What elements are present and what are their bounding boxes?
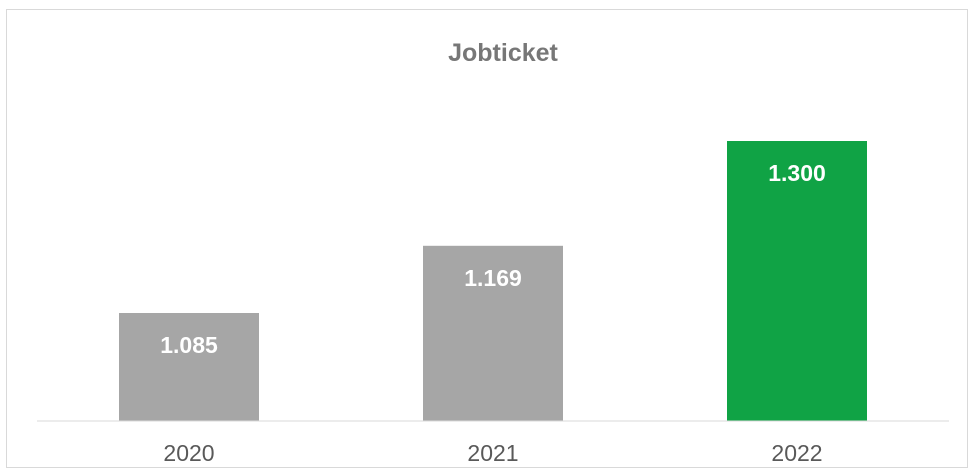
data-label-2022: 1.300 <box>768 160 826 186</box>
bar-2022 <box>727 141 867 421</box>
bar-2021 <box>423 245 563 421</box>
x-tick-labels-group: 2020 2021 2022 <box>163 440 822 466</box>
bars-group <box>119 141 867 421</box>
data-labels-group: 1.085 1.169 1.300 <box>160 160 826 358</box>
data-label-2020: 1.085 <box>160 332 218 358</box>
x-tick-label-2021: 2021 <box>467 440 518 466</box>
x-tick-label-2020: 2020 <box>163 440 214 466</box>
data-label-2021: 1.169 <box>464 265 522 291</box>
chart-title: Jobticket <box>448 39 558 67</box>
bar-2020 <box>119 313 259 421</box>
x-tick-label-2022: 2022 <box>771 440 822 466</box>
